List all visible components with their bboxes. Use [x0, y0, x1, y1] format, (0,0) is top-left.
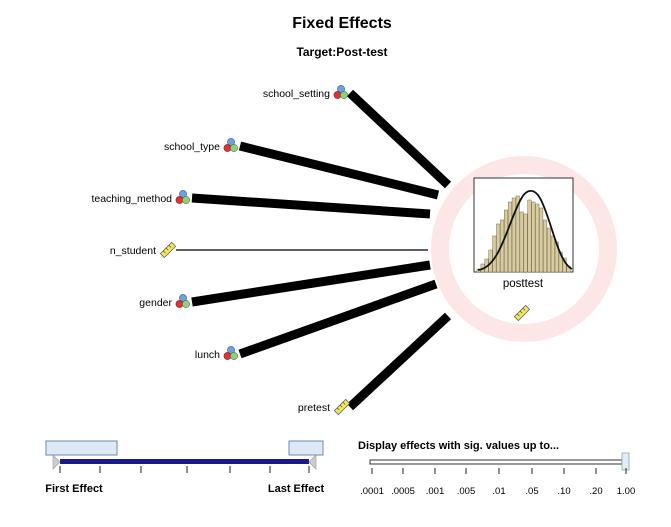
first-effect-handle[interactable]	[45, 440, 118, 456]
significance-tick-label: .005	[457, 486, 476, 497]
significance-ticks: .0001 .0005 .001 .005 .01 .05 .10 .20 1.00	[360, 468, 635, 497]
significance-slider[interactable]: Display effects with sig. values up to..…	[358, 440, 635, 497]
normal-curve	[477, 189, 573, 271]
predictor-node-school-type[interactable]: school_type	[164, 138, 238, 153]
predictor-label: n_student	[110, 245, 156, 257]
chart-title: Fixed Effects	[292, 15, 392, 32]
target-ruler-icon	[514, 305, 530, 321]
histogram-bar	[523, 213, 528, 273]
ruler-icon	[160, 242, 176, 258]
significance-tick-label: .20	[589, 486, 602, 497]
histogram-bar	[504, 209, 509, 273]
significance-track[interactable]	[369, 459, 623, 465]
nominal-icon	[333, 85, 348, 99]
predictor-node-lunch[interactable]: lunch	[195, 346, 238, 361]
target-node[interactable]: posttest	[473, 177, 574, 321]
histogram-bar	[507, 201, 512, 273]
significance-tick-label: 1.00	[617, 486, 636, 497]
target-ring	[431, 156, 617, 342]
effect-range-slider[interactable]: First Effect Last Effect	[45, 440, 325, 495]
edge-pretest[interactable]	[346, 312, 452, 411]
predictor-label: teaching_method	[91, 193, 172, 205]
histogram-bar	[531, 201, 536, 273]
significance-slider-title: Display effects with sig. values up to..…	[358, 440, 559, 452]
significance-tick-label: .001	[426, 486, 445, 497]
histogram-bar	[527, 199, 532, 273]
last-effect-pointer[interactable]	[308, 454, 317, 470]
target-label: posttest	[503, 278, 544, 290]
predictor-label: lunch	[195, 349, 220, 361]
predictor-label: gender	[139, 297, 172, 309]
first-effect-label: First Effect	[45, 483, 103, 495]
nominal-icon	[175, 294, 190, 308]
significance-tick-label: .10	[557, 486, 570, 497]
significance-tick-label: .05	[525, 486, 538, 497]
chart-subtitle: Target:Post-test	[296, 45, 387, 59]
histogram-bar	[543, 219, 548, 273]
nominal-icon	[223, 138, 238, 152]
nominal-icon	[223, 346, 238, 360]
target-histogram	[476, 195, 571, 273]
significance-tick-label: .01	[492, 486, 505, 497]
significance-handle[interactable]	[621, 452, 630, 471]
predictor-node-teaching-method[interactable]: teaching_method	[91, 190, 190, 205]
edge-school-setting[interactable]	[346, 89, 452, 189]
significance-tick-label: .0005	[391, 486, 415, 497]
first-effect-pointer[interactable]	[52, 454, 61, 470]
predictor-label: pretest	[298, 402, 330, 414]
predictor-label: school_type	[164, 141, 220, 153]
nominal-icon	[175, 190, 190, 204]
last-effect-handle[interactable]	[288, 440, 324, 456]
ruler-icon	[334, 399, 350, 415]
histogram-bar	[515, 195, 520, 273]
predictor-label: school_setting	[263, 88, 330, 100]
predictor-node-gender[interactable]: gender	[139, 294, 190, 309]
last-effect-label: Last Effect	[268, 483, 325, 495]
edge-lunch[interactable]	[238, 279, 438, 359]
histogram-bar	[539, 207, 544, 273]
histogram-bar	[519, 211, 524, 273]
predictor-node-school-setting[interactable]: school_setting	[263, 85, 348, 100]
histogram-bar	[492, 235, 497, 273]
histogram-bar	[550, 235, 555, 273]
predictor-node-n-student[interactable]: n_student	[110, 242, 176, 258]
edge-teaching-method[interactable]	[191, 193, 431, 219]
significance-tick-label: .0001	[360, 486, 384, 497]
edge-school-type[interactable]	[238, 141, 440, 200]
effect-range-track[interactable]	[60, 459, 309, 464]
histogram-bar	[511, 197, 516, 273]
predictor-node-pretest[interactable]: pretest	[298, 399, 350, 415]
histogram-bar	[546, 227, 551, 273]
effect-range-ticks	[59, 466, 310, 473]
histogram-bar	[535, 203, 540, 273]
edge-gender[interactable]	[191, 260, 431, 307]
